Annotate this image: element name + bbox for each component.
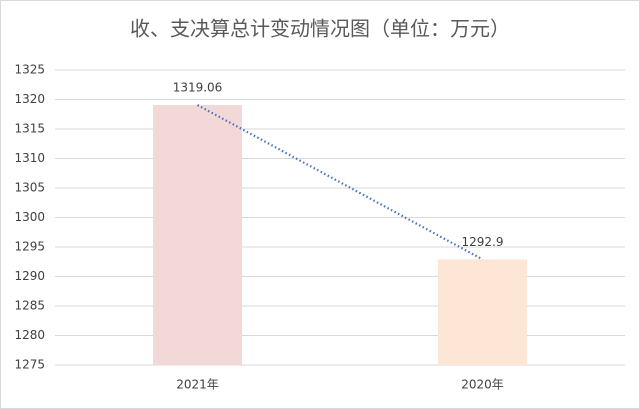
y-tick-label: 1325 (14, 63, 45, 77)
y-tick-label: 1305 (14, 181, 45, 195)
y-tick-label: 1295 (14, 240, 45, 254)
y-tick-label: 1280 (14, 328, 45, 342)
x-tick-label: 2020年 (461, 378, 504, 392)
x-tick-label: 2021年 (176, 378, 219, 392)
y-tick-label: 1310 (14, 151, 45, 165)
chart-title: 收、支决算总计变动情况图（单位：万元） (130, 17, 510, 41)
data-label: 1319.06 (173, 81, 223, 95)
y-tick-label: 1320 (14, 92, 45, 106)
y-tick-label: 1285 (14, 299, 45, 313)
bar (438, 259, 527, 365)
y-tick-label: 1290 (14, 269, 45, 283)
data-label: 1292.9 (462, 235, 504, 249)
y-tick-label: 1300 (14, 210, 45, 224)
y-tick-label: 1275 (14, 358, 45, 372)
bar (153, 105, 242, 366)
y-tick-label: 1315 (14, 122, 45, 136)
